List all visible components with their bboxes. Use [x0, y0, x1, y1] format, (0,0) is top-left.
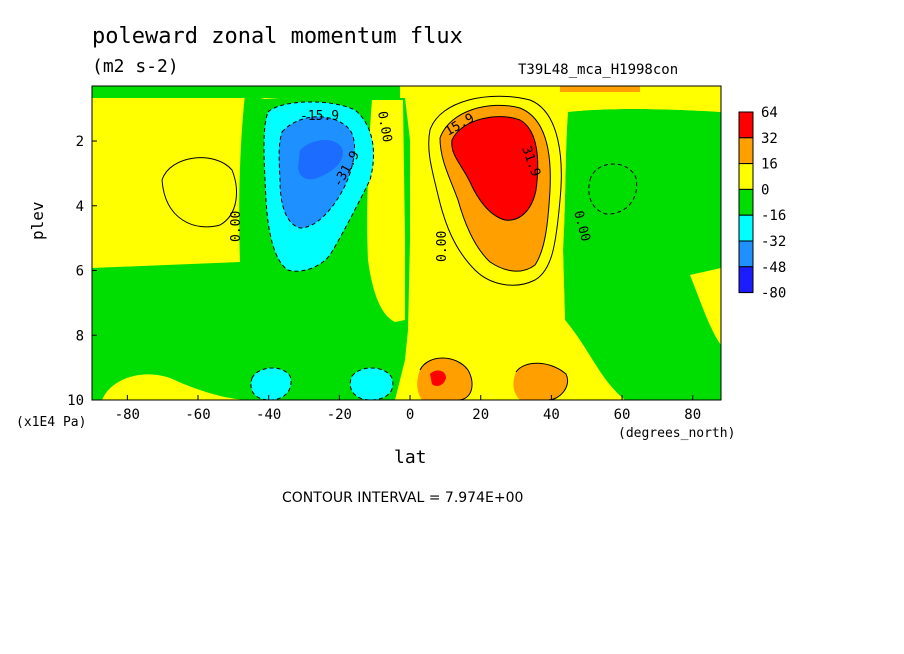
contour-label: 0.00: [435, 231, 450, 262]
contour-line: [161, 157, 237, 228]
cyan-blob-sh-1: [250, 367, 292, 400]
x-tick-label: 40: [543, 407, 560, 423]
x-tick-label: 60: [614, 407, 631, 423]
run-label: T39L48_mca_H1998con: [518, 62, 679, 78]
chart-units: (m2 s-2): [92, 56, 179, 77]
y-tick-label: 6: [76, 264, 84, 280]
legend-level-label: -32: [761, 234, 786, 250]
y-tick-label: 10: [67, 393, 84, 409]
y-tick-label: 4: [76, 199, 84, 215]
contour-interval-label: CONTOUR INTERVAL = 7.974E+00: [282, 490, 524, 506]
x-tick-label: 0: [406, 407, 414, 423]
legend-level-label: -48: [761, 260, 786, 276]
color-legend: 64 32 16 0 -16 -32 -48 -80: [738, 105, 786, 302]
orange-blob-nh-2: [513, 363, 568, 400]
red-blob-nh-1: [430, 370, 446, 386]
green-region-nh: [563, 109, 721, 400]
legend-level-label: 32: [761, 131, 778, 147]
x-tick-label: -40: [256, 407, 281, 423]
contour-line: [419, 357, 473, 400]
x-tick-label: -60: [185, 407, 210, 423]
contour-line: [439, 104, 551, 272]
legend-level-label: 16: [761, 157, 778, 173]
contour-label: -15.9: [300, 109, 339, 124]
x-tick-label: 80: [684, 407, 701, 423]
contour-label: 0.00: [374, 110, 394, 143]
cyan-blob-sh-2: [350, 367, 393, 400]
contour-line: [278, 116, 356, 229]
contour-line: [428, 95, 562, 286]
contour-line: [349, 367, 394, 400]
red-region-nh: [451, 116, 538, 221]
legend-swatch: [738, 240, 754, 268]
legend-level-label: 0: [761, 182, 769, 198]
contour-fill-layer: [92, 86, 721, 400]
legend-swatch: [738, 188, 754, 216]
legend-swatch: [738, 111, 754, 139]
x-axis-unit: (degrees_north): [618, 426, 736, 441]
plot-frame: [91, 85, 722, 401]
green-region-top: [92, 86, 400, 98]
chart-title: poleward zonal momentum flux: [92, 24, 463, 49]
legend-swatch: [738, 163, 754, 190]
contour-line: [263, 101, 374, 272]
contour-lines: [161, 95, 638, 400]
legend-swatch: [738, 214, 754, 242]
yellow-island-sh: [367, 100, 405, 322]
x-tick-label: -80: [115, 407, 140, 423]
legend-swatch: [738, 137, 754, 165]
top-red-strip: [560, 86, 640, 92]
x-axis-label: lat: [394, 447, 427, 468]
y-tick-label: 8: [76, 328, 84, 344]
x-tick-label: 20: [472, 407, 489, 423]
y-tick-label: 2: [76, 134, 84, 150]
legend-level-label: 64: [761, 105, 778, 121]
x-tick-label: -20: [327, 407, 352, 423]
legend-swatch: [738, 266, 754, 294]
contour-label: 0.00: [229, 211, 244, 242]
darkblue-region-sh: [298, 139, 343, 180]
legend-level-label: -80: [761, 286, 786, 302]
legend-level-label: -16: [761, 208, 786, 224]
y-tick-group: 2 4 6 8 10: [67, 134, 97, 409]
contour-line: [250, 367, 292, 400]
y-axis-unit: (x1E4 Pa): [16, 415, 87, 430]
contour-line: [451, 116, 539, 221]
x-tick-group: -80 -60 -40 -20 0 20 40 60 80: [115, 395, 701, 423]
contour-line: [515, 362, 568, 400]
